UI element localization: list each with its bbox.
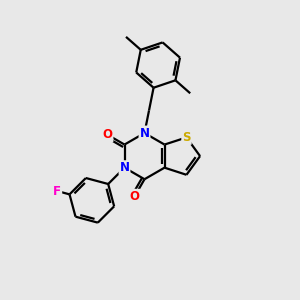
Text: S: S <box>182 131 191 144</box>
Text: O: O <box>103 128 112 141</box>
Text: F: F <box>53 184 61 198</box>
Text: O: O <box>130 190 140 203</box>
Text: N: N <box>140 127 149 140</box>
Text: N: N <box>119 161 130 174</box>
